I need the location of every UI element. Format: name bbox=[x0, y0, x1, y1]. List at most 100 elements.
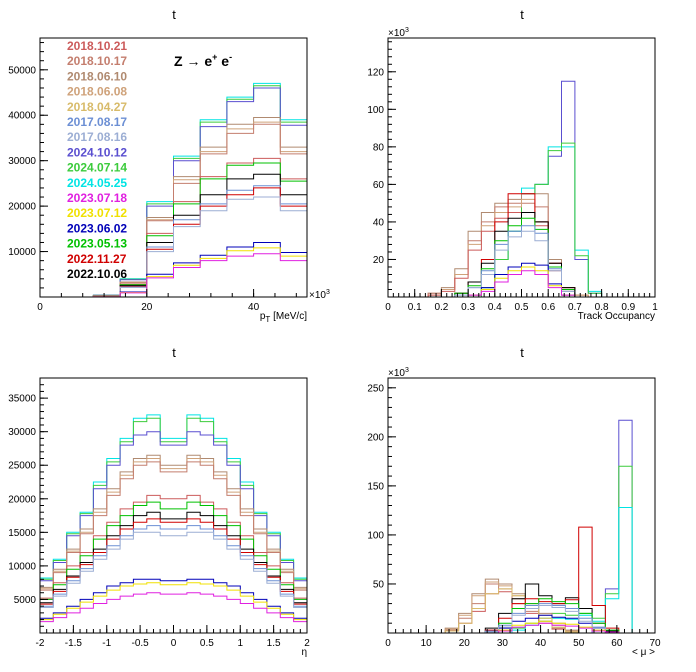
plot-frame bbox=[387, 37, 656, 298]
y-tick-label: 40 bbox=[373, 217, 385, 228]
y-tick-label: 50000 bbox=[8, 65, 36, 76]
legend-entry: 2018.04.27 bbox=[67, 100, 127, 114]
x-axis-label: pT [MeV/c] bbox=[260, 311, 307, 324]
y-tick-label: 20 bbox=[373, 255, 385, 266]
series-group bbox=[40, 414, 307, 633]
legend-entry: 2024.10.12 bbox=[67, 145, 127, 159]
legend-entry: 2023.05.13 bbox=[67, 237, 127, 251]
series-2023-07-18 bbox=[40, 592, 307, 633]
x-tick-label: 50 bbox=[573, 638, 585, 649]
series-2018-10-17 bbox=[40, 461, 307, 633]
x-tick-label: 30 bbox=[497, 638, 509, 649]
y-tick-label: 250 bbox=[367, 383, 384, 394]
x-tick-label: 0.7 bbox=[568, 302, 582, 313]
y-tick-label: 40000 bbox=[8, 111, 36, 122]
y-tick-label: 100 bbox=[367, 530, 384, 541]
series-2023-05-13 bbox=[40, 501, 307, 633]
y-tick-label: 80 bbox=[373, 142, 385, 153]
y-tick-label: 15000 bbox=[8, 528, 36, 539]
x-tick-label: 1 bbox=[237, 638, 243, 649]
series-group bbox=[444, 419, 633, 633]
x-tick-label: 0 bbox=[385, 302, 391, 313]
series-group bbox=[427, 80, 615, 297]
legend-entry: 2022.10.06 bbox=[67, 267, 127, 281]
series-group bbox=[40, 82, 307, 297]
y-tick-label: 5000 bbox=[14, 595, 37, 606]
x-tick-label: 0.6 bbox=[541, 302, 555, 313]
y-tick-label: 20000 bbox=[8, 202, 36, 213]
panel-1: t 0 20 40 10000 20000 30000 40000 50000 pT [MeV/c… bbox=[8, 7, 330, 324]
x-tick-label: 0 bbox=[171, 638, 177, 649]
legend-entry: 2022.11.27 bbox=[67, 252, 127, 266]
y-tick-label: 30000 bbox=[8, 156, 36, 167]
x-tick-label: -1.5 bbox=[65, 638, 83, 649]
series-2023-07-18 bbox=[445, 622, 633, 633]
x-tick-label: 0.5 bbox=[200, 638, 214, 649]
y-exponent: ×103 bbox=[388, 27, 409, 39]
x-tick-label: 20 bbox=[459, 638, 471, 649]
y-tick-label: 150 bbox=[367, 481, 384, 492]
panel-title: t bbox=[520, 345, 524, 360]
x-tick-label: 0 bbox=[385, 638, 391, 649]
x-tick-label: -1 bbox=[102, 638, 111, 649]
legend-entry: 2023.06.02 bbox=[67, 221, 127, 235]
series-2023-07-12 bbox=[40, 582, 307, 633]
x-tick-label: 0.4 bbox=[488, 302, 502, 313]
annotation-label: Z → e+ e- bbox=[174, 52, 232, 69]
x-tick-label: 0.5 bbox=[515, 302, 529, 313]
y-tick-label: 35000 bbox=[8, 394, 36, 405]
series-2023-07-12 bbox=[445, 620, 633, 633]
x-tick-label: -0.5 bbox=[132, 638, 150, 649]
x-tick-label: 60 bbox=[611, 638, 623, 649]
x-tick-label: 1 bbox=[652, 302, 658, 313]
y-tick-label: 25000 bbox=[8, 461, 36, 472]
x-tick-label: 1.5 bbox=[267, 638, 281, 649]
x-tick-label: 70 bbox=[649, 638, 661, 649]
legend-entry: 2023.07.18 bbox=[67, 191, 127, 205]
legend-entry: 2017.08.17 bbox=[67, 115, 127, 129]
x-tick-label: 0.8 bbox=[595, 302, 609, 313]
legend-entry: 2018.06.10 bbox=[67, 69, 127, 83]
y-tick-label: 200 bbox=[367, 432, 384, 443]
y-tick-label: 50 bbox=[373, 579, 385, 590]
x-tick-label: 20 bbox=[141, 302, 153, 313]
panel-title: t bbox=[520, 7, 524, 22]
x-axis-label: η bbox=[301, 647, 307, 658]
plot-frame bbox=[387, 377, 656, 634]
y-tick-label: 60 bbox=[373, 180, 385, 191]
legend-entry: 2018.10.17 bbox=[67, 54, 127, 68]
x-tick-label: 0.3 bbox=[461, 302, 475, 313]
panel-3: t-2 -1.5 -1 -0.5 0 0.5 1 1.5 2500010000150002000… bbox=[8, 345, 310, 658]
x-exponent: ×103 bbox=[309, 289, 330, 301]
legend-entry: 2024.05.25 bbox=[67, 176, 127, 190]
legend-entry: 2018.10.21 bbox=[67, 39, 127, 53]
series-2017-08-16 bbox=[40, 531, 307, 633]
x-tick-label: 0.9 bbox=[621, 302, 635, 313]
x-axis-label: < μ > bbox=[632, 647, 655, 658]
y-exponent: ×103 bbox=[388, 367, 409, 379]
plot-frame bbox=[39, 37, 308, 298]
panel-title: t bbox=[172, 7, 176, 22]
panel-4: t 0 10 20 30 40 50 60 70 50 100 150 200 250 < μ > ×103 bbox=[367, 345, 661, 658]
x-tick-label: 0.2 bbox=[434, 302, 448, 313]
x-tick-label: 10 bbox=[421, 638, 433, 649]
legend-entry: 2017.08.16 bbox=[67, 130, 127, 144]
panel-title: t bbox=[172, 345, 176, 360]
plot-frame bbox=[39, 377, 308, 634]
y-tick-label: 100 bbox=[367, 105, 384, 116]
series-2024-10-12 bbox=[40, 431, 307, 633]
y-tick-label: 20000 bbox=[8, 494, 36, 505]
y-tick-label: 10000 bbox=[8, 561, 36, 572]
x-tick-label: 40 bbox=[248, 302, 260, 313]
legend-entry: 2018.06.08 bbox=[67, 85, 127, 99]
legend-entry: 2024.07.14 bbox=[67, 161, 127, 175]
x-tick-label: 0.1 bbox=[408, 302, 422, 313]
x-tick-label: 0 bbox=[37, 302, 43, 313]
legend-entry: 2023.07.12 bbox=[67, 206, 127, 220]
panel-2: t0 0.1 0.2 0.3 0.4 0.5 0.6 0.7 0.8 0.9 12040608010… bbox=[367, 7, 658, 322]
y-tick-label: 120 bbox=[367, 67, 384, 78]
y-tick-label: 30000 bbox=[8, 427, 36, 438]
x-tick-label: 40 bbox=[535, 638, 547, 649]
